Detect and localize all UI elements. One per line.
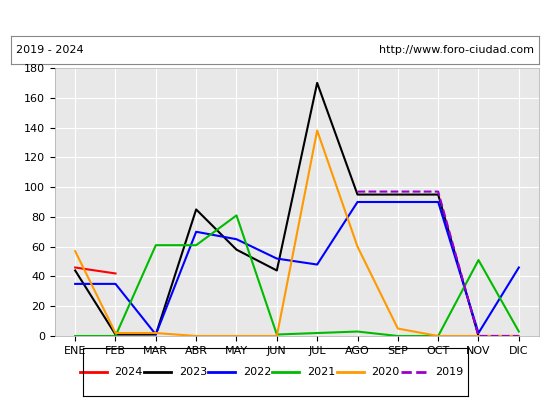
Text: 2022: 2022: [243, 367, 271, 377]
Text: Evolucion Nº Turistas Nacionales en el municipio de La Febró: Evolucion Nº Turistas Nacionales en el m…: [52, 10, 498, 26]
Text: 2020: 2020: [371, 367, 399, 377]
Text: 2024: 2024: [114, 367, 143, 377]
Text: http://www.foro-ciudad.com: http://www.foro-ciudad.com: [379, 45, 534, 55]
Text: 2023: 2023: [179, 367, 207, 377]
Text: 2019: 2019: [436, 367, 464, 377]
Text: 2019 - 2024: 2019 - 2024: [16, 45, 84, 55]
Text: 2021: 2021: [307, 367, 336, 377]
